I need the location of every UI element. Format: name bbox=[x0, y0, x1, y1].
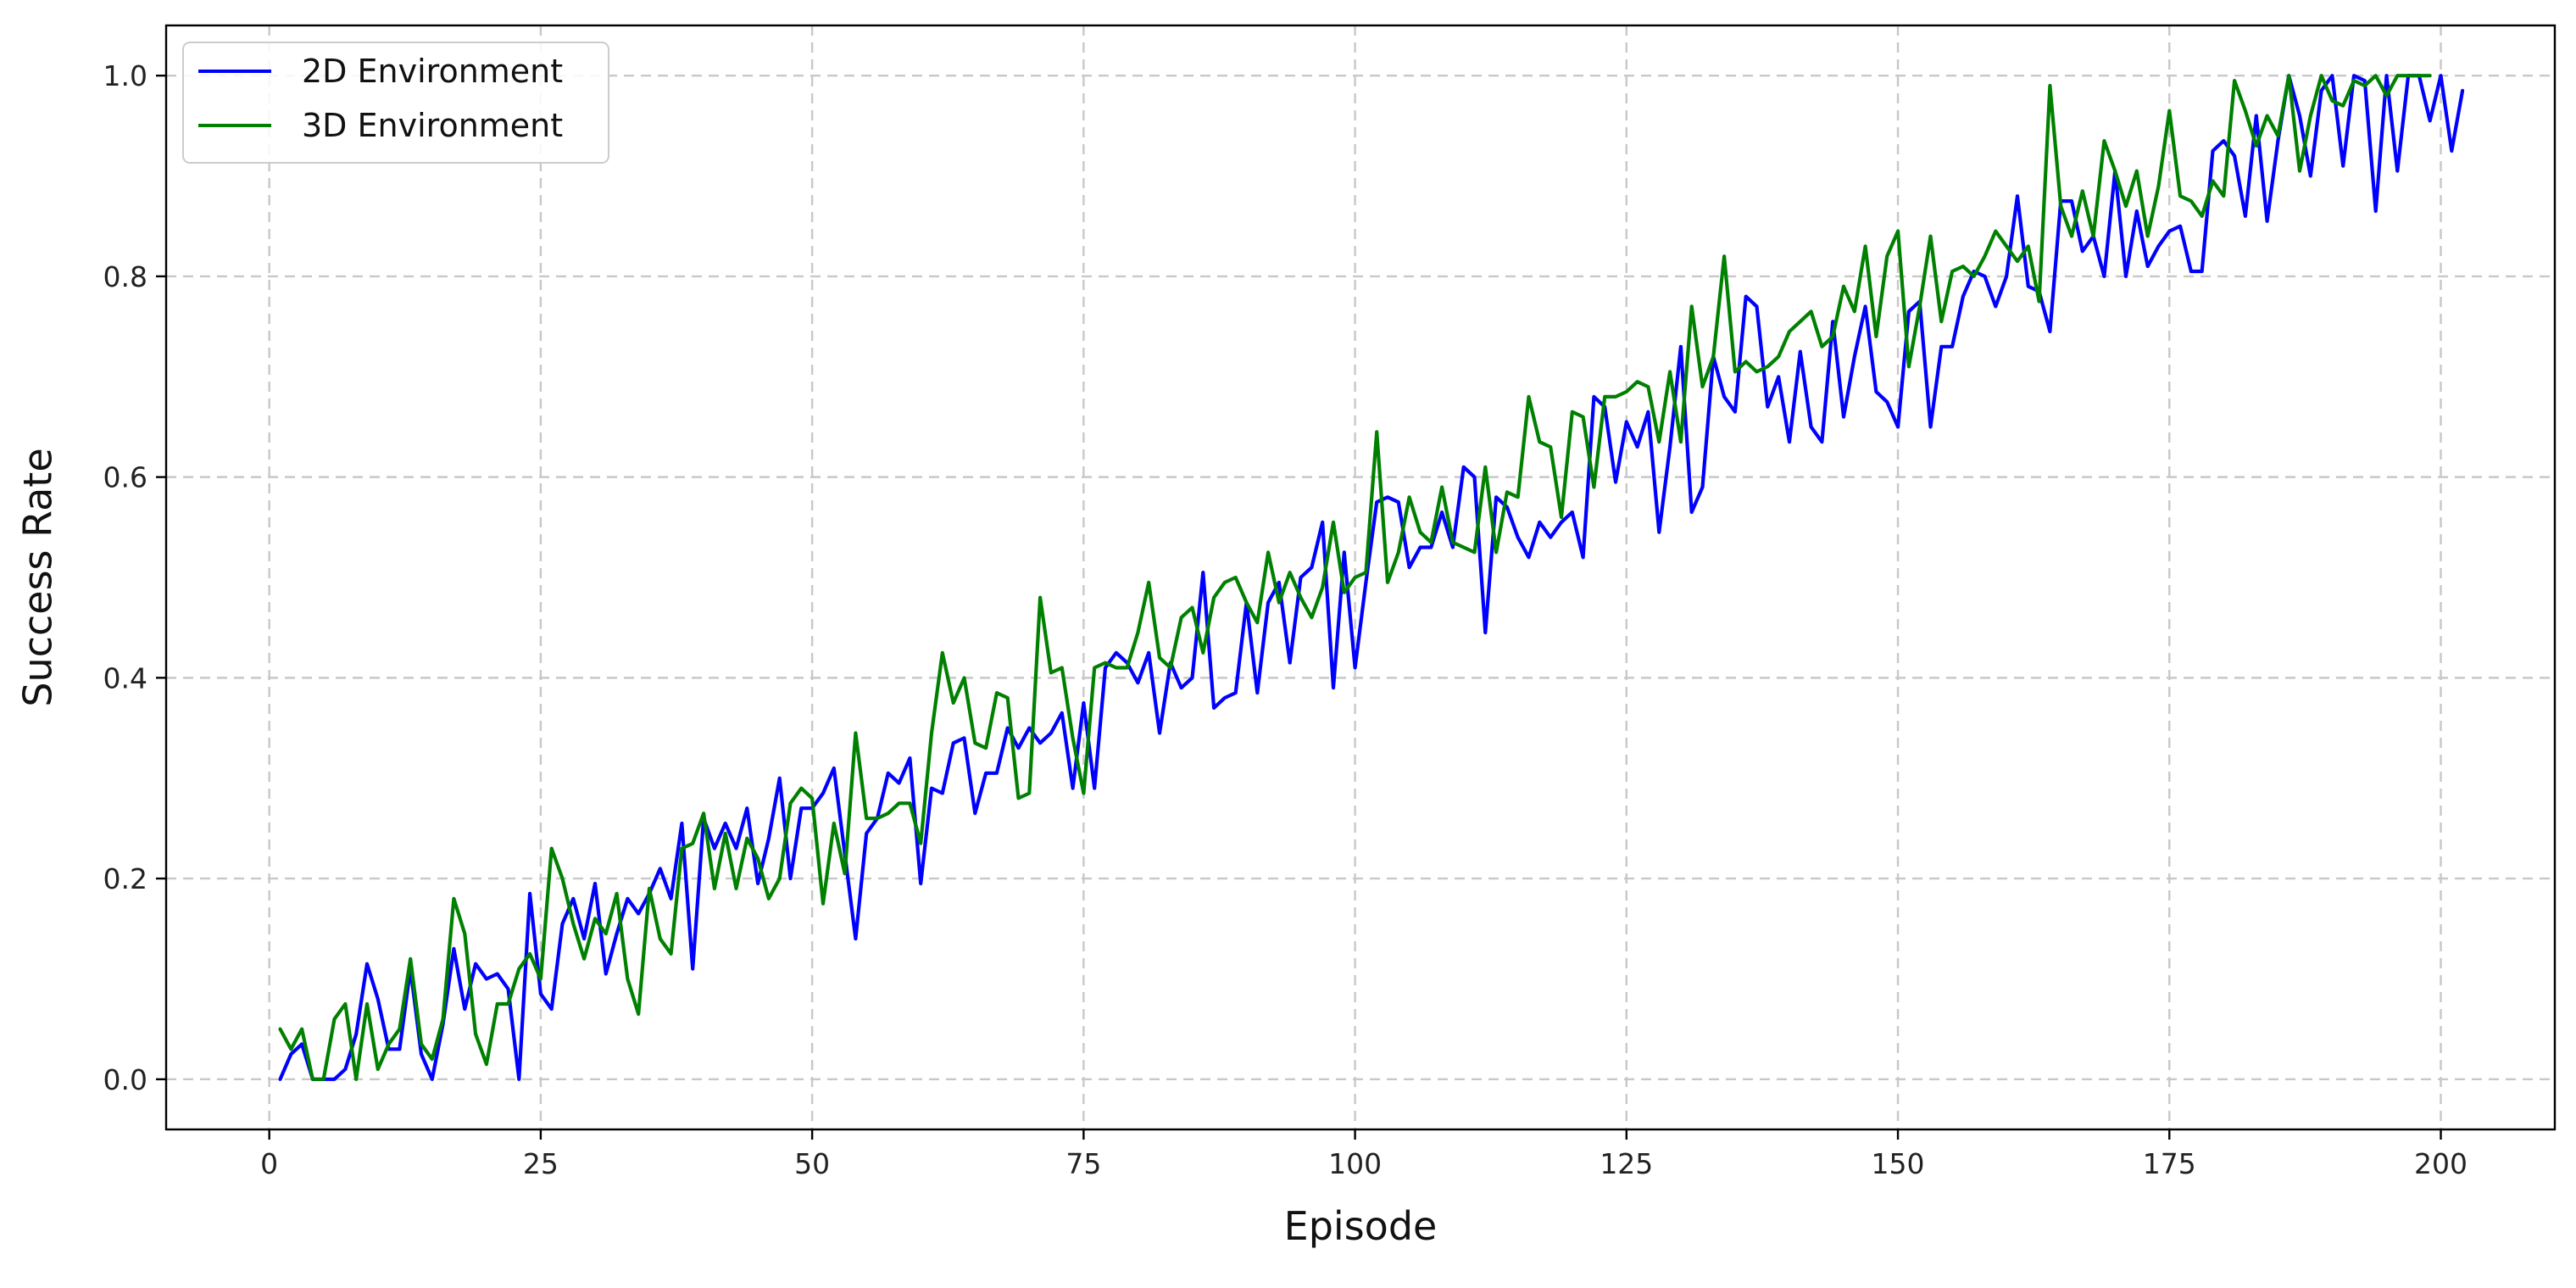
y-axis-title: Success Rate bbox=[15, 448, 61, 706]
plot-frame bbox=[164, 24, 2557, 1131]
series-line-2d-environment bbox=[278, 74, 2465, 1081]
x-tick-label: 200 bbox=[2414, 1147, 2468, 1180]
legend: 2D Environment 3D Environment bbox=[182, 42, 609, 164]
x-axis-title: Episode bbox=[1284, 1203, 1438, 1249]
ticks: 0 25 50 75 100 125 150 175 200 0.0 0.2 0.4 0.6 0.8 1.0 bbox=[103, 59, 2468, 1180]
x-tick-label: 25 bbox=[523, 1147, 559, 1180]
y-tick-label: 0.6 bbox=[103, 461, 147, 494]
grid bbox=[166, 25, 2555, 1129]
y-tick-label: 1.0 bbox=[103, 59, 147, 92]
series-group bbox=[278, 74, 2465, 1081]
legend-label-2d-environment: 2D Environment bbox=[302, 53, 563, 90]
legend-label-3d-environment: 3D Environment bbox=[302, 107, 563, 144]
y-tick-label: 0.4 bbox=[103, 661, 147, 694]
series-line-3d-environment bbox=[278, 74, 2432, 1081]
y-tick-label: 0.8 bbox=[103, 260, 147, 293]
y-tick-label: 0.2 bbox=[103, 862, 147, 895]
x-tick-label: 125 bbox=[1600, 1147, 1653, 1180]
x-tick-label: 100 bbox=[1328, 1147, 1382, 1180]
legend-box bbox=[182, 42, 609, 164]
x-tick-label: 0 bbox=[260, 1147, 278, 1180]
y-tick-label: 0.0 bbox=[103, 1063, 147, 1096]
x-tick-label: 50 bbox=[794, 1147, 830, 1180]
x-tick-label: 75 bbox=[1065, 1147, 1101, 1180]
x-tick-label: 150 bbox=[1872, 1147, 1925, 1180]
x-tick-label: 175 bbox=[2143, 1147, 2196, 1180]
